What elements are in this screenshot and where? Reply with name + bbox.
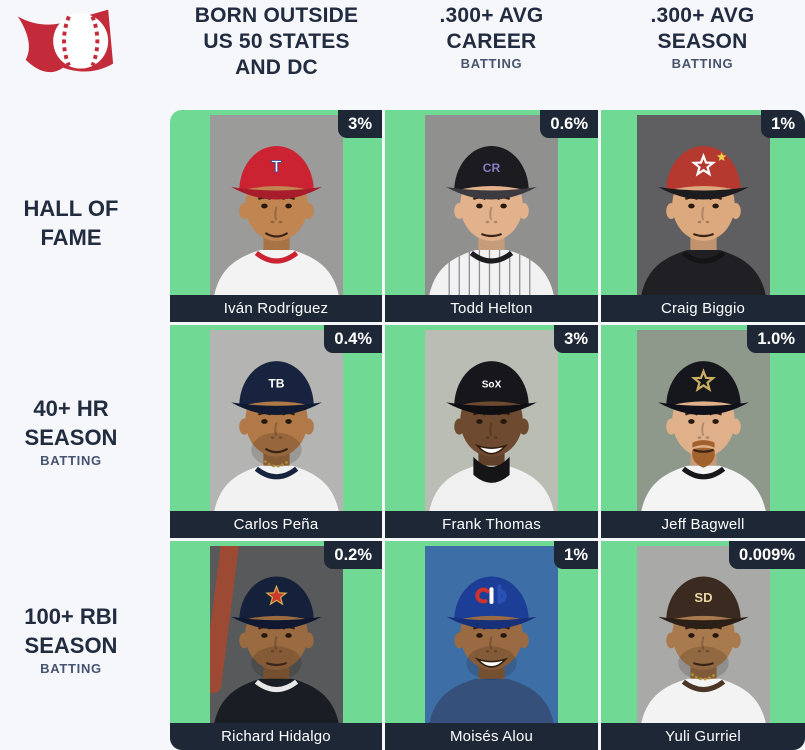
rarity-badge: 0.6% — [540, 110, 598, 138]
player-name: Craig Biggio — [601, 295, 805, 322]
grid-cell-40hr-born-outside[interactable]: 0.4% TB Carlos Peña — [170, 325, 382, 538]
column-header-born-outside: BORN OUTSIDE US 50 STATES AND DC — [170, 3, 383, 81]
column-header-line: .300+ AVG — [650, 4, 755, 27]
player-name: Carlos Peña — [170, 511, 382, 538]
row-header-100-rbi-season: 100+ RBI SEASON BATTING — [0, 602, 142, 677]
grid-cell-100rbi-avg-career[interactable]: 1% Moisés Alou — [385, 541, 598, 750]
column-header-line: SEASON — [657, 30, 748, 53]
player-photo: T — [209, 115, 343, 295]
player-photo — [425, 546, 558, 723]
column-header-tag: BATTING — [460, 56, 523, 71]
player-name: Frank Thomas — [385, 511, 598, 538]
player-name: Todd Helton — [385, 295, 598, 322]
rarity-badge: 1.0% — [747, 325, 805, 353]
player-name: Iván Rodríguez — [170, 295, 382, 322]
player-photo — [209, 546, 343, 723]
player-photo: SD — [636, 546, 770, 723]
svg-text:TB: TB — [268, 376, 284, 390]
rarity-badge: 0.2% — [324, 541, 382, 569]
svg-text:CR: CR — [483, 161, 501, 175]
rarity-badge: 1% — [554, 541, 598, 569]
player-photo: CR — [425, 115, 558, 295]
column-header-avg-season: .300+ AVG SEASON BATTING — [600, 3, 805, 72]
row-header-line: HALL OF — [23, 196, 119, 221]
column-header-line: AND DC — [235, 56, 318, 79]
player-name: Yuli Gurriel — [601, 723, 805, 750]
row-header-tag: BATTING — [40, 661, 102, 676]
grid-cell-40hr-avg-career[interactable]: 3% SoX Frank Thomas — [385, 325, 598, 538]
column-header-line: BORN OUTSIDE — [194, 4, 359, 27]
row-header-line: SEASON — [24, 633, 118, 658]
rarity-badge: 0.4% — [324, 325, 382, 353]
player-name: Jeff Bagwell — [601, 511, 805, 538]
player-name: Moisés Alou — [385, 723, 598, 750]
player-photo: TB — [209, 330, 343, 511]
svg-text:T: T — [271, 157, 282, 176]
column-header-avg-career: .300+ AVG CAREER BATTING — [385, 3, 598, 72]
grid-cell-100rbi-avg-season[interactable]: 0.009% SD Yuli Gurriel — [601, 541, 805, 750]
column-header-line: CAREER — [446, 30, 537, 53]
svg-text:SoX: SoX — [482, 379, 502, 390]
rarity-badge: 3% — [554, 325, 598, 353]
row-header-line: SEASON — [24, 425, 118, 450]
rarity-badge: 3% — [338, 110, 382, 138]
grid-cell-40hr-avg-season[interactable]: 1.0% Jeff Bagwell — [601, 325, 805, 538]
player-photo — [636, 330, 770, 511]
row-header-hall-of-fame: HALL OF FAME — [0, 194, 142, 252]
svg-text:SD: SD — [694, 590, 712, 605]
rarity-badge: 0.009% — [729, 541, 805, 569]
row-header-line: FAME — [40, 225, 102, 250]
row-header-40-hr-season: 40+ HR SEASON BATTING — [0, 394, 142, 469]
player-photo — [636, 115, 770, 295]
grid-cell-hof-born-outside[interactable]: 3% T Iván Rodríguez — [170, 110, 382, 322]
column-header-tag: BATTING — [671, 56, 734, 71]
grid-cell-hof-avg-career[interactable]: 0.6% CR Todd Helton — [385, 110, 598, 322]
row-header-line: 40+ HR — [33, 396, 109, 421]
row-header-tag: BATTING — [40, 453, 102, 468]
column-header-line: US 50 STATES — [203, 30, 350, 53]
player-photo: SoX — [425, 330, 558, 511]
row-header-line: 100+ RBI — [24, 604, 118, 629]
answer-grid: 3% T Iván Rodríguez 0.6% CR Todd Helton … — [170, 110, 805, 750]
rarity-badge: 1% — [761, 110, 805, 138]
baseball-pennant-logo[interactable] — [8, 4, 118, 84]
grid-cell-100rbi-born-outside[interactable]: 0.2% Richard Hidalgo — [170, 541, 382, 750]
grid-cell-hof-avg-season[interactable]: 1% Craig Biggio — [601, 110, 805, 322]
column-header-line: .300+ AVG — [439, 4, 544, 27]
player-name: Richard Hidalgo — [170, 723, 382, 750]
